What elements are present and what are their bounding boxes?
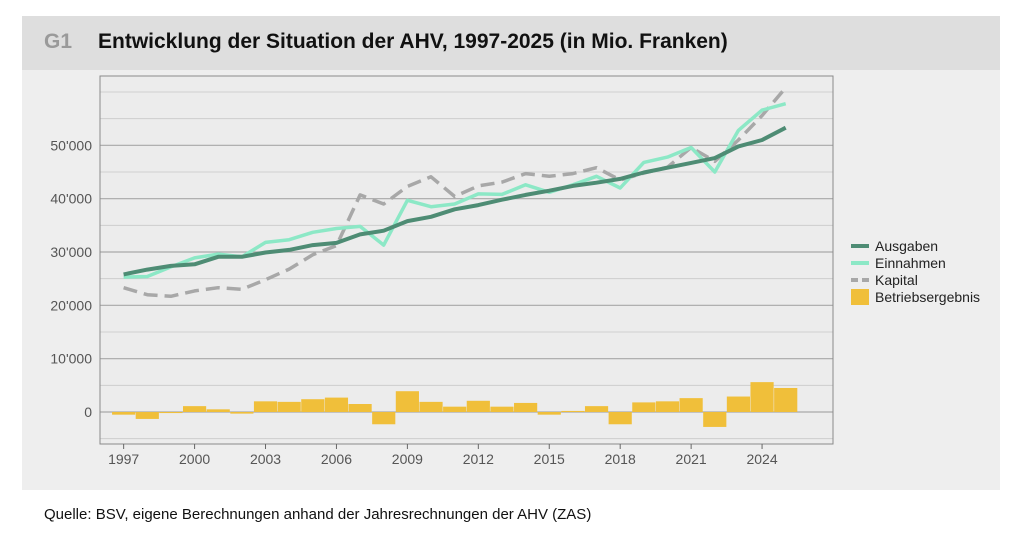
x-tick-label: 2024 <box>746 451 777 467</box>
bar-betriebsergebnis <box>395 391 419 412</box>
bar-betriebsergebnis <box>372 412 396 425</box>
y-axis: 0 10'000 20'000 30'000 40'000 50'000 <box>50 137 92 420</box>
bar-betriebsergebnis <box>135 412 159 419</box>
legend-label-ausgaben: Ausgaben <box>875 238 938 254</box>
chart-title: Entwicklung der Situation der AHV, 1997-… <box>98 30 728 53</box>
bar-betriebsergebnis <box>419 401 443 412</box>
bar-betriebsergebnis <box>679 398 703 412</box>
bar-betriebsergebnis <box>253 401 278 412</box>
x-tick-label: 2018 <box>605 451 636 467</box>
series-lines <box>123 86 788 299</box>
bar-betriebsergebnis <box>324 397 349 412</box>
bar-betriebsergebnis <box>466 400 490 412</box>
legend-label-betriebsergebnis: Betriebsergebnis <box>875 289 980 305</box>
bar-betriebsergebnis <box>774 388 798 412</box>
bar-betriebsergebnis <box>750 382 774 412</box>
y-tick-label: 20'000 <box>50 297 92 313</box>
x-tick-label: 1997 <box>108 451 139 467</box>
x-tick-label: 2015 <box>534 451 565 467</box>
line-kapital <box>123 86 788 299</box>
bar-betriebsergebnis <box>443 406 467 412</box>
x-tick-label: 2012 <box>463 451 494 467</box>
bar-betriebsergebnis <box>608 412 632 425</box>
x-tick-label: 2009 <box>392 451 423 467</box>
bar-betriebsergebnis <box>206 409 230 412</box>
y-tick-label: 30'000 <box>50 244 92 260</box>
title-bar <box>22 16 1000 70</box>
source-note: Quelle: BSV, eigene Berechnungen anhand … <box>44 506 592 523</box>
plot-area <box>100 76 833 444</box>
bar-betriebsergebnis <box>159 412 183 414</box>
x-tick-label: 2003 <box>250 451 281 467</box>
bars-betriebsergebnis <box>112 382 798 427</box>
bar-betriebsergebnis <box>348 404 372 412</box>
legend-key-betriebsergebnis <box>851 289 869 305</box>
bar-betriebsergebnis <box>112 412 136 415</box>
bar-betriebsergebnis <box>726 396 751 412</box>
bar-betriebsergebnis <box>182 406 207 412</box>
figure-label: G1 <box>44 30 73 53</box>
y-tick-label: 0 <box>84 404 92 420</box>
bar-betriebsergebnis <box>632 402 656 412</box>
bar-betriebsergebnis <box>584 406 609 412</box>
plot-frame <box>99 75 834 445</box>
bar-betriebsergebnis <box>230 412 254 414</box>
y-tick-label: 40'000 <box>50 191 92 207</box>
x-tick-label: 2006 <box>321 451 352 467</box>
line-ausgaben <box>123 125 787 277</box>
bar-betriebsergebnis <box>277 401 301 412</box>
bar-betriebsergebnis <box>655 401 680 412</box>
bar-betriebsergebnis <box>490 406 514 412</box>
y-tick-label: 10'000 <box>50 351 92 367</box>
x-tick-label: 2021 <box>676 451 707 467</box>
x-axis: 1997 2000 2003 2006 2009 2012 2015 2018 2021 2024 <box>108 444 778 467</box>
x-tick-label: 2000 <box>179 451 210 467</box>
legend-label-kapital: Kapital <box>875 272 918 288</box>
y-tick-label: 50'000 <box>50 137 92 153</box>
bar-betriebsergebnis <box>301 399 325 412</box>
bar-betriebsergebnis <box>703 412 727 427</box>
bar-betriebsergebnis <box>561 410 585 412</box>
bar-betriebsergebnis <box>514 402 538 412</box>
bar-betriebsergebnis <box>537 412 561 415</box>
legend-label-einnahmen: Einnahmen <box>875 255 946 271</box>
